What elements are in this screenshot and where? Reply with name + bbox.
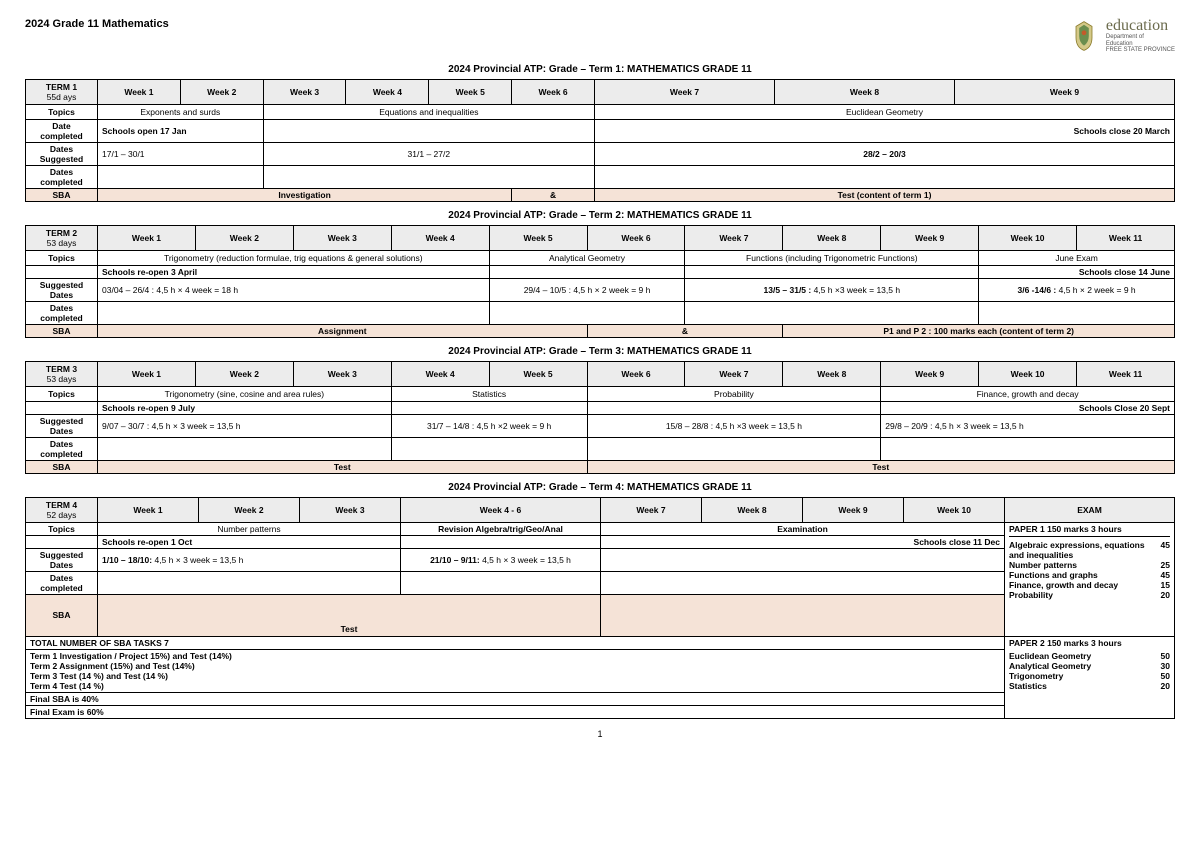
term4-table: TERM 452 days Week 1Week 2 Week 3Week 4 … (25, 497, 1175, 719)
exam-item: Probability20 (1009, 590, 1170, 600)
table-row: Dates completed (26, 437, 1175, 460)
term2-table: TERM 253 days Week 1Week 2 Week 3Week 4 … (25, 225, 1175, 338)
table-row: Dates completed (26, 571, 1175, 594)
table-row: TERM 452 days Week 1Week 2 Week 3Week 4 … (26, 497, 1175, 522)
table-row: TERM 353 days Week 1Week 2 Week 3Week 4 … (26, 361, 1175, 386)
exam-item: Statistics20 (1009, 681, 1170, 691)
table-row: Topics Number patterns Revision Algebra/… (26, 522, 1175, 535)
term-label: TERM 253 days (26, 225, 98, 250)
page-number: 1 (25, 729, 1175, 739)
table-row: Suggested Dates 9/07 – 30/7 : 4,5 h × 3 … (26, 414, 1175, 437)
term1-table: TERM 155d ays Week 1Week 2 Week 3Week 4 … (25, 79, 1175, 202)
term4-heading: 2024 Provincial ATP: Grade – Term 4: MAT… (25, 482, 1175, 493)
table-row: Suggested Dates 1/10 – 18/10: 4,5 h × 3 … (26, 548, 1175, 571)
table-row: Schools re-open 1 Oct Schools close 11 D… (26, 535, 1175, 548)
term-label: TERM 155d ays (26, 79, 98, 104)
table-row: Topics Trigonometry (sine, cosine and ar… (26, 386, 1175, 401)
table-row: Final Exam is 60% (26, 705, 1175, 718)
table-row: Schools re-open 3 April Schools close 14… (26, 265, 1175, 278)
logo-sub2: Education (1106, 41, 1175, 48)
term3-heading: 2024 Provincial ATP: Grade – Term 3: MAT… (25, 346, 1175, 357)
document-title: 2024 Grade 11 Mathematics (25, 18, 169, 30)
exam-item: Number patterns25 (1009, 560, 1170, 570)
logo-sub1: Department of (1106, 34, 1175, 41)
table-row: SBA Investigation & Test (content of ter… (26, 188, 1175, 201)
table-row: Dates Suggested 17/1 – 30/1 31/1 – 27/2 … (26, 142, 1175, 165)
logo-text: education (1106, 18, 1175, 34)
exam-item: Euclidean Geometry50 (1009, 651, 1170, 661)
sba-summary: Term 1 Investigation / Project 15%) and … (26, 649, 1005, 692)
term-label: TERM 452 days (26, 497, 98, 522)
exam-item: Functions and graphs45 (1009, 570, 1170, 580)
table-row: SBA Test (26, 594, 1175, 636)
page-header: 2024 Grade 11 Mathematics education Depa… (25, 18, 1175, 54)
term-label: TERM 353 days (26, 361, 98, 386)
exam-item: Algebraic expressions, equations and ine… (1009, 540, 1170, 560)
table-row: Suggested Dates 03/04 – 26/4 : 4,5 h × 4… (26, 278, 1175, 301)
term3-table: TERM 353 days Week 1Week 2 Week 3Week 4 … (25, 361, 1175, 474)
term2-heading: 2024 Provincial ATP: Grade – Term 2: MAT… (25, 210, 1175, 221)
table-row: Topics Trigonometry (reduction formulae,… (26, 250, 1175, 265)
logo-block: education Department of Education FREE S… (1068, 18, 1175, 54)
exam-paper2-box: PAPER 2 150 marks 3 hours Euclidean Geom… (1005, 636, 1175, 718)
table-row: TERM 155d ays Week 1Week 2 Week 3Week 4 … (26, 79, 1175, 104)
exam-item: Finance, growth and decay15 (1009, 580, 1170, 590)
table-row: Schools re-open 9 July Schools Close 20 … (26, 401, 1175, 414)
table-row: TERM 253 days Week 1Week 2 Week 3Week 4 … (26, 225, 1175, 250)
table-row: SBA Assignment & P1 and P 2 : 100 marks … (26, 324, 1175, 337)
exam-item: Trigonometry50 (1009, 671, 1170, 681)
table-row: SBA Test Test (26, 460, 1175, 473)
table-row: Topics Exponents and surds Equations and… (26, 104, 1175, 119)
table-row: Term 1 Investigation / Project 15%) and … (26, 649, 1175, 692)
exam-paper1-box: PAPER 1 150 marks 3 hours Algebraic expr… (1005, 522, 1175, 636)
table-row: Dates completed (26, 165, 1175, 188)
table-row: Dates completed (26, 301, 1175, 324)
crest-icon (1068, 20, 1100, 52)
exam-item: Analytical Geometry30 (1009, 661, 1170, 671)
table-row: Date completed Schools open 17 Jan Schoo… (26, 119, 1175, 142)
logo-sub3: FREE STATE PROVINCE (1106, 47, 1175, 54)
table-row: Final SBA is 40% (26, 692, 1175, 705)
table-row: TOTAL NUMBER OF SBA TASKS 7 PAPER 2 150 … (26, 636, 1175, 649)
term1-heading: 2024 Provincial ATP: Grade – Term 1: MAT… (25, 64, 1175, 75)
